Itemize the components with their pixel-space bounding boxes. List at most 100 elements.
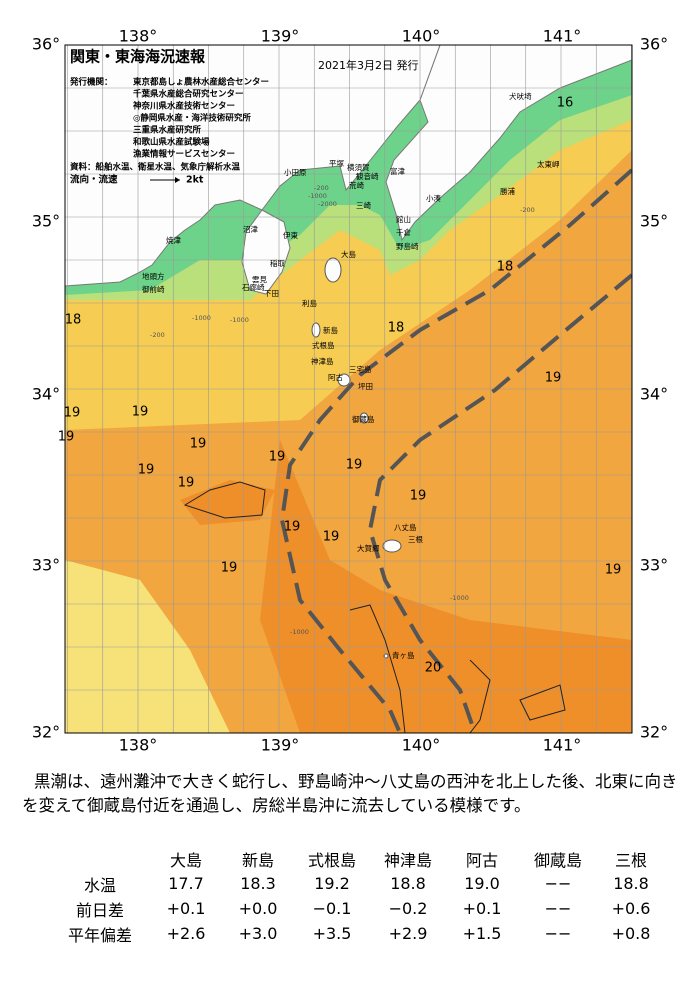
place-name: 横須賀 <box>347 162 370 172</box>
latitude-label: 33° <box>640 556 668 575</box>
isotherm-label: 18 <box>388 321 405 336</box>
place-name: 地頭方 <box>142 271 165 281</box>
isotherm-label: 19 <box>64 406 81 421</box>
place-name: 八丈島 <box>394 522 417 532</box>
isotherm-label: 19 <box>323 530 340 545</box>
isotherm-label: 19 <box>190 437 207 452</box>
longitude-label: 138° <box>119 27 158 46</box>
longitude-label: 141° <box>543 27 582 46</box>
table-cell: +0.0 <box>238 899 278 918</box>
issue-date: 2021年3月2日 発行 <box>318 58 419 72</box>
place-name: 青ヶ島 <box>392 650 415 660</box>
island <box>382 539 402 553</box>
isotherm-label: 19 <box>545 371 562 386</box>
island <box>337 373 351 387</box>
latitude-label: 36° <box>640 35 668 54</box>
table-cell: 18.8 <box>613 874 649 893</box>
depth-label: -1000 <box>308 192 327 200</box>
kuroshio-axis <box>367 273 632 733</box>
isotherm-label: 18 <box>497 260 514 275</box>
latitude-label: 32° <box>640 723 668 742</box>
place-name: 三崎 <box>356 200 371 210</box>
place-name: 利島 <box>302 298 317 308</box>
column-header: 阿古 <box>465 850 498 870</box>
agency: 千葉県水産総合研究センター <box>133 89 244 100</box>
isotherm-label: 20 <box>425 661 442 676</box>
latitude-label: 35° <box>32 212 60 231</box>
island <box>311 322 321 338</box>
place-name: 野島崎 <box>396 241 419 251</box>
place-name: 坪田 <box>358 382 373 391</box>
warm-eddy <box>180 480 275 525</box>
longitude-label: 141° <box>543 736 582 755</box>
table-header: 大島 新島 式根島 神津島 阿古 御蔵島 三根 <box>50 846 664 871</box>
isotherm <box>183 481 266 519</box>
isotherm-label: 19 <box>284 520 301 535</box>
column-header: 三根 <box>614 850 647 870</box>
current-arrow <box>175 177 180 183</box>
agency: 三重県水産研究所 <box>133 125 202 136</box>
agency: ◎静岡県水産・海洋技術研究所 <box>133 113 251 124</box>
island <box>324 257 342 283</box>
isotherm-label: 19 <box>221 561 238 576</box>
table-cell: 19.2 <box>314 874 350 893</box>
place-name: 小田原 <box>284 168 307 177</box>
description: 黒潮は、遠州灘沖で大きく蛇行し、野島崎沖～八丈島の西沖を北上した後、北東に向きを… <box>22 772 678 815</box>
place-name: 三宅島 <box>349 364 372 374</box>
place-name: 千倉 <box>396 227 411 237</box>
column-header: 大島 <box>169 850 202 870</box>
isotherm-label: 19 <box>132 405 149 420</box>
longitude-label: 140° <box>402 27 441 46</box>
place-name: 石廊崎 <box>242 282 265 292</box>
latitude-label: 34° <box>32 385 60 404</box>
table-cell: 18.3 <box>240 874 276 893</box>
table-cell: −− <box>544 899 572 918</box>
table-cell: +0.1 <box>166 899 206 918</box>
current-scale: 2kt <box>186 175 204 186</box>
isotherm-label: 18 <box>65 313 82 328</box>
warm-water-core <box>260 440 632 733</box>
isotherm-label: 19 <box>605 563 622 578</box>
place-name: 犬吠埼 <box>509 91 532 101</box>
isotherm-label: 19 <box>138 463 155 478</box>
place-name: 大賀郷 <box>357 543 380 553</box>
depth-label: -200 <box>150 331 165 339</box>
corner-cell <box>50 846 150 871</box>
depth-label: -1000 <box>192 314 211 322</box>
table-cell: +3.0 <box>238 924 278 943</box>
isotherm-label: 19 <box>346 458 363 473</box>
column-header: 御蔵島 <box>533 850 582 870</box>
sources: 資料：船舶水温、衛星水温、気象庁解析水温 <box>69 162 241 173</box>
place-name: 阿古 <box>328 372 343 382</box>
table-cell: +2.9 <box>388 924 428 943</box>
isotherm-label: 19 <box>58 430 75 445</box>
map-frame <box>64 44 633 734</box>
sst-table: 大島 新島 式根島 神津島 阿古 御蔵島 三根 水温 17.7 18.3 19.2 18.8 19.0 −… <box>50 846 664 946</box>
place-name: 式根島 <box>312 340 335 350</box>
depth-label: -200 <box>520 206 535 214</box>
latitude-label: 36° <box>32 35 60 54</box>
current-label: 流向・流速 <box>70 174 118 186</box>
longitude-label: 139° <box>261 736 300 755</box>
column-header: 新島 <box>241 850 274 870</box>
map-labels: 138° 138° 139° 139° 140° 140° 141° 141° 36° 36° 35… <box>32 27 668 755</box>
agency: 和歌山県水産試験場 <box>133 137 210 148</box>
table-cell: +3.5 <box>312 924 352 943</box>
table-row: 水温 17.7 18.3 19.2 18.8 19.0 −− 18.8 <box>50 871 664 896</box>
sea-condition-map: 138° 138° 139° 139° 140° 140° 141° 141° 36° 36° 35… <box>32 27 668 755</box>
place-name: 荒崎 <box>349 180 364 190</box>
place-name: 太東岬 <box>537 159 560 169</box>
place-name: 小湊 <box>426 193 441 203</box>
graticule <box>65 45 632 733</box>
depth-label: -200 <box>314 184 329 192</box>
place-name: 焼津 <box>166 236 181 245</box>
column-header: 式根島 <box>307 850 356 870</box>
table-cell: 18.8 <box>390 874 426 893</box>
table-cell: +0.8 <box>611 924 651 943</box>
isotherm-label: 19 <box>269 450 286 465</box>
place-name: 観音崎 <box>356 171 379 181</box>
isotherm <box>349 604 566 733</box>
longitude-label: 140° <box>402 736 441 755</box>
place-name: 大島 <box>341 249 356 259</box>
